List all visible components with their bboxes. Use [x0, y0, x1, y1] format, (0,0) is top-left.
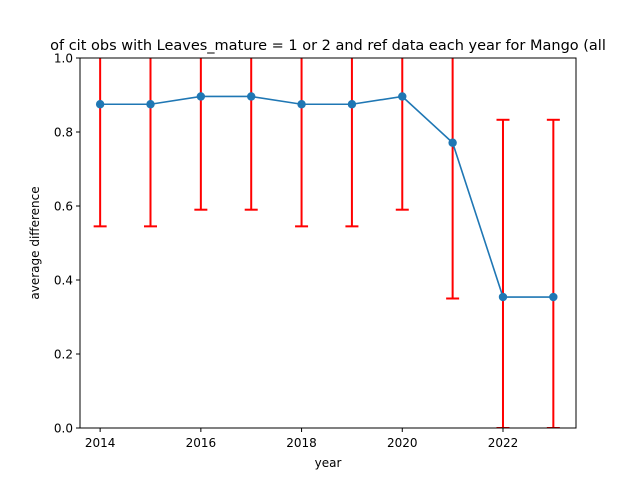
data-point [498, 292, 508, 302]
y-tick-label: 0.0 [54, 422, 73, 436]
data-point [347, 100, 357, 109]
x-tick-label: 2020 [387, 436, 418, 450]
x-tick-label: 2016 [186, 436, 217, 450]
y-tick-label: 0.4 [54, 274, 73, 288]
data-series [95, 92, 558, 302]
data-point [398, 92, 407, 101]
y-axis-ticks: 0.0 0.2 0.4 0.6 0.8 1.0 [54, 52, 80, 436]
data-point [146, 100, 155, 109]
y-axis-label: average difference [28, 186, 42, 299]
x-tick-label: 2022 [488, 436, 519, 450]
plot-frame [79, 57, 577, 429]
y-tick-label: 1.0 [54, 52, 73, 66]
data-point [297, 100, 306, 109]
data-point [448, 138, 457, 147]
data-point [247, 92, 256, 101]
x-axis-ticks: 2014 2016 2018 2020 2022 [85, 428, 518, 450]
series-line [100, 95, 554, 298]
data-point [95, 100, 105, 109]
data-point [549, 292, 558, 302]
data-point [196, 92, 206, 101]
x-axis-label: year [315, 456, 342, 470]
x-tick-label: 2014 [85, 436, 116, 450]
plot-background [80, 58, 576, 428]
chart-title: of cit obs with Leaves_mature = 1 or 2 a… [50, 38, 606, 54]
y-tick-label: 0.8 [54, 126, 73, 140]
x-tick-label: 2018 [286, 436, 317, 450]
y-tick-label: 0.6 [54, 200, 73, 214]
y-tick-label: 0.2 [54, 348, 73, 362]
